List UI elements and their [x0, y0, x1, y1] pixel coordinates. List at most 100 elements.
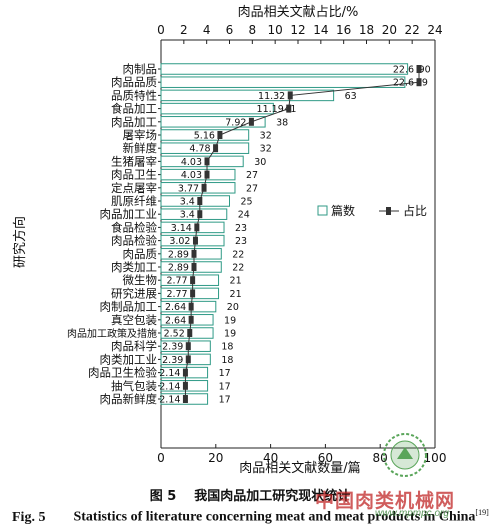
count-value-label: 63 — [345, 91, 357, 102]
category-label: 肉品科学 — [111, 339, 157, 353]
count-value-label: 90 — [419, 65, 431, 76]
category-label: 肉制品加工 — [100, 300, 158, 314]
count-bar — [160, 182, 236, 194]
count-value-label: 22 — [232, 249, 244, 260]
percent-value-label: 4.03 — [181, 157, 202, 168]
category-label: 研究进展 — [111, 286, 157, 300]
percent-value-label: 2.39 — [162, 342, 183, 353]
x-top-tick-label: 8 — [249, 23, 257, 37]
x-top-tick-label: 6 — [226, 23, 234, 37]
category-label: 微生物 — [123, 273, 158, 287]
percent-value-label: 2.64 — [165, 302, 186, 313]
x-bottom-tick-label: 40 — [263, 451, 278, 465]
category-label: 肉类加工业 — [100, 352, 158, 366]
count-value-label: 22 — [232, 263, 244, 274]
legend-bar-label: 篇数 — [331, 203, 355, 218]
count-value-label: 38 — [276, 117, 288, 128]
percent-value-label: 11.32 — [258, 91, 285, 102]
count-bar — [160, 102, 274, 115]
percent-value-label: 2.77 — [166, 289, 187, 300]
x-top-tick-label: 0 — [157, 23, 165, 37]
percent-marker — [204, 157, 210, 166]
category-label: 肉品新鲜度 — [100, 392, 158, 406]
percent-marker — [187, 329, 193, 337]
count-bar — [160, 248, 222, 260]
count-value-label: 17 — [219, 395, 231, 406]
x-top-tick-label: 2 — [180, 23, 188, 37]
figure-caption-cn: 图 5 我国肉品加工研究现状统计 — [0, 485, 500, 504]
count-bar — [160, 208, 228, 220]
count-bar — [160, 129, 250, 141]
percent-value-label: 3.4 — [180, 197, 195, 208]
count-bar — [160, 274, 220, 286]
category-label: 生猪屠宰 — [111, 154, 157, 168]
x-bottom-tick-label: 0 — [157, 451, 165, 465]
x-top-tick-label: 20 — [382, 23, 397, 37]
count-value-label: 24 — [238, 210, 250, 221]
legend-line-label: 占比 — [403, 203, 427, 218]
category-label: 食品加工 — [111, 102, 157, 116]
percent-value-label: 2.64 — [165, 315, 186, 326]
x-bottom-tick-label: 60 — [318, 451, 333, 465]
count-bar — [160, 234, 225, 247]
count-bar — [160, 340, 211, 352]
category-label: 抽气包装 — [111, 379, 157, 393]
percent-marker — [185, 355, 191, 364]
count-value-label: 27 — [246, 183, 258, 194]
percent-value-label: 2.77 — [166, 276, 187, 287]
percent-marker — [217, 131, 223, 139]
count-value-label: 23 — [235, 236, 247, 247]
percent-value-label: 3.77 — [178, 183, 199, 194]
percent-marker — [190, 289, 196, 298]
count-value-label: 21 — [230, 289, 242, 300]
percent-value-label: 2.39 — [162, 355, 183, 366]
count-bar — [160, 168, 236, 181]
category-label: 定点屠宰 — [111, 181, 157, 195]
category-label: 屠宰场 — [123, 128, 158, 142]
y-axis-label: 研究方向 — [12, 216, 28, 268]
x-top-tick-label: 4 — [203, 23, 211, 37]
percent-marker — [201, 183, 207, 192]
percent-marker — [182, 395, 188, 403]
count-bar — [160, 76, 406, 88]
category-label: 新鲜度 — [123, 141, 158, 155]
percent-marker — [287, 91, 293, 100]
percent-value-label: 3.14 — [171, 223, 192, 234]
percent-value-label: 3.4 — [180, 210, 195, 221]
count-bar — [160, 287, 220, 300]
percent-value-label: 22.6 — [393, 65, 414, 76]
count-bar — [160, 353, 211, 366]
count-bar — [160, 155, 244, 168]
figure-title-en: Statistics of literature concerning meat… — [73, 509, 476, 525]
legend-marker-swatch — [386, 207, 391, 215]
count-value-label: 18 — [221, 342, 233, 353]
category-label: 肉类加工 — [111, 260, 157, 274]
percent-marker — [286, 104, 292, 113]
count-bar — [160, 195, 230, 207]
category-label: 肉品加工政策及措施 — [67, 327, 157, 340]
count-value-label: 21 — [230, 276, 242, 287]
percent-value-label: 2.89 — [168, 263, 189, 274]
percent-value-label: 2.14 — [159, 381, 180, 392]
percent-value-label: 4.03 — [181, 170, 202, 181]
count-value-label: 89 — [416, 78, 428, 89]
category-label: 品质特性 — [111, 88, 157, 102]
percent-value-label: 7.92 — [225, 117, 246, 128]
count-value-label: 17 — [219, 368, 231, 379]
count-bar — [160, 221, 225, 234]
percent-marker — [204, 170, 210, 179]
count-value-label: 18 — [221, 355, 233, 366]
x-top-tick-label: 18 — [359, 23, 374, 37]
figure-number-cn: 图 5 — [149, 489, 177, 504]
category-label: 肉品加工 — [111, 115, 157, 129]
figure-number-en: Fig. 5 — [12, 509, 46, 525]
count-bar — [160, 63, 409, 75]
category-label: 真空包装 — [111, 313, 157, 327]
percent-marker — [191, 249, 197, 258]
percent-marker — [188, 302, 194, 311]
percent-marker — [188, 315, 194, 324]
category-label: 肉制品 — [123, 62, 158, 76]
percent-marker — [197, 197, 203, 205]
percent-marker — [182, 368, 188, 377]
